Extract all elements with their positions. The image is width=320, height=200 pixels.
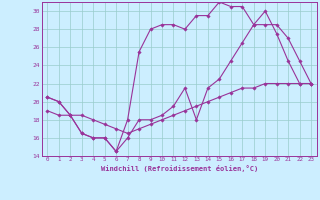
X-axis label: Windchill (Refroidissement éolien,°C): Windchill (Refroidissement éolien,°C) [100, 165, 258, 172]
